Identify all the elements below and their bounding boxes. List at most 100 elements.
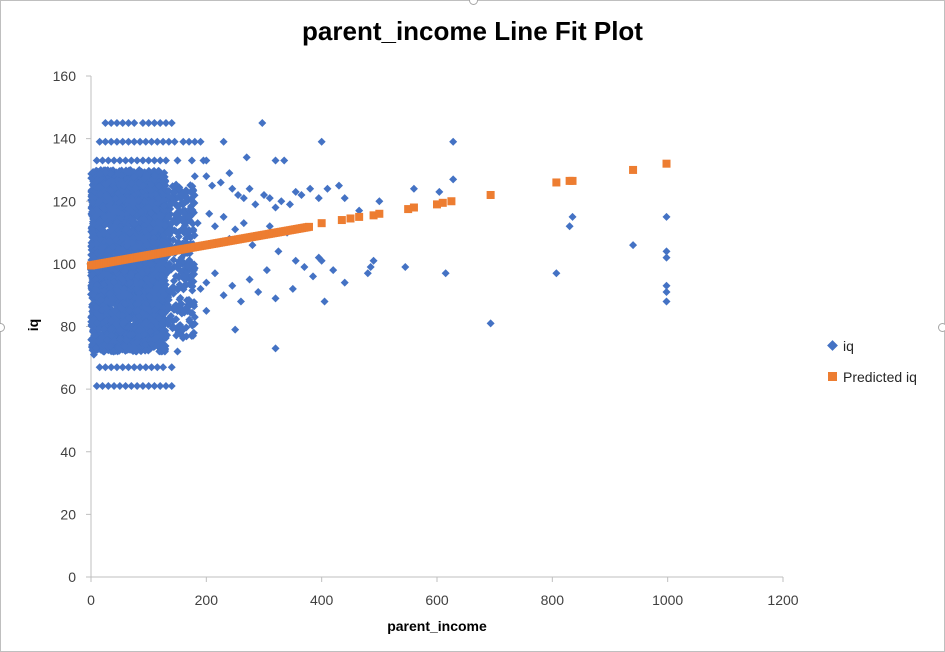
data-point-iq xyxy=(239,219,248,228)
y-tick-label: 120 xyxy=(53,193,77,209)
data-point-iq xyxy=(118,311,127,320)
series-predicted-iq xyxy=(87,159,671,270)
data-point-iq xyxy=(160,291,169,300)
data-point-iq xyxy=(136,137,145,146)
data-point-iq xyxy=(185,137,194,146)
data-point-predicted-iq xyxy=(337,216,346,225)
data-point-iq xyxy=(401,263,410,272)
data-point-iq xyxy=(154,301,163,310)
data-point-iq xyxy=(314,194,323,203)
data-point-iq xyxy=(149,219,158,228)
y-tick-label: 20 xyxy=(60,506,76,522)
data-point-iq xyxy=(150,306,159,315)
data-point-iq xyxy=(158,173,167,182)
data-point-iq xyxy=(180,221,189,230)
data-point-iq xyxy=(662,281,671,290)
data-point-iq xyxy=(101,118,110,127)
data-point-iq xyxy=(147,137,156,146)
data-point-iq xyxy=(144,203,153,212)
data-point-iq xyxy=(123,167,132,176)
data-point-iq xyxy=(112,118,121,127)
data-point-iq xyxy=(107,316,116,325)
data-point-iq xyxy=(87,227,96,236)
data-point-iq xyxy=(118,318,127,327)
y-tick-label: 0 xyxy=(68,569,76,585)
data-point-iq xyxy=(124,363,133,372)
data-point-iq xyxy=(104,381,113,390)
data-point-iq xyxy=(125,205,134,214)
data-point-iq xyxy=(89,350,98,359)
data-point-iq xyxy=(366,263,375,272)
resize-handle-top[interactable] xyxy=(469,0,478,5)
data-point-iq xyxy=(115,326,124,335)
data-point-iq xyxy=(128,239,137,248)
data-point-iq xyxy=(92,381,101,390)
y-tick-label: 140 xyxy=(53,131,77,147)
data-point-iq xyxy=(178,332,187,341)
y-tick-label: 160 xyxy=(53,68,77,84)
data-point-iq xyxy=(175,206,184,215)
data-point-iq xyxy=(100,324,109,333)
data-point-iq xyxy=(179,272,188,281)
data-point-iq xyxy=(116,335,125,344)
resize-handle-left[interactable] xyxy=(0,323,5,332)
data-point-iq xyxy=(92,176,101,185)
data-point-iq xyxy=(115,381,124,390)
data-point-iq xyxy=(164,314,173,323)
data-point-iq xyxy=(158,241,167,250)
data-point-iq xyxy=(132,347,141,356)
data-point-iq xyxy=(285,200,294,209)
data-point-iq xyxy=(306,184,315,193)
data-point-iq xyxy=(102,316,111,325)
data-point-predicted-iq xyxy=(304,222,313,231)
data-point-iq xyxy=(110,306,119,315)
data-point-iq xyxy=(173,156,182,165)
data-point-iq xyxy=(449,175,458,184)
data-point-iq xyxy=(190,302,199,311)
data-point-iq xyxy=(271,156,280,165)
data-point-iq xyxy=(153,137,162,146)
y-axis-title: iq xyxy=(25,319,41,331)
data-point-iq xyxy=(91,285,100,294)
data-point-iq xyxy=(106,212,115,221)
resize-handle-right[interactable] xyxy=(938,323,945,332)
data-point-iq xyxy=(135,326,144,335)
data-point-iq xyxy=(159,325,168,334)
data-point-iq xyxy=(175,185,184,194)
data-point-iq xyxy=(219,212,228,221)
data-point-iq xyxy=(167,381,176,390)
data-point-iq xyxy=(94,183,103,192)
data-point-iq xyxy=(130,315,139,324)
data-point-iq xyxy=(135,261,144,270)
data-point-iq xyxy=(486,319,495,328)
data-point-iq xyxy=(202,278,211,287)
data-point-iq xyxy=(144,118,153,127)
data-point-iq xyxy=(101,168,110,177)
data-point-iq xyxy=(146,327,155,336)
data-point-iq xyxy=(409,184,418,193)
data-point-iq xyxy=(340,194,349,203)
data-point-iq xyxy=(107,331,116,340)
data-point-iq xyxy=(96,169,105,178)
data-point-iq xyxy=(188,271,197,280)
data-point-iq xyxy=(186,233,195,242)
data-point-iq xyxy=(168,324,177,333)
data-point-iq xyxy=(125,306,134,315)
data-point-iq xyxy=(117,303,126,312)
data-point-predicted-iq xyxy=(568,176,577,185)
data-point-iq xyxy=(93,310,102,319)
data-point-iq xyxy=(202,172,211,181)
data-point-iq xyxy=(126,278,135,287)
data-point-iq xyxy=(245,275,254,284)
data-point-iq xyxy=(271,203,280,212)
data-point-iq xyxy=(110,222,119,231)
data-point-iq xyxy=(144,156,153,165)
data-point-iq xyxy=(190,137,199,146)
data-point-iq xyxy=(134,224,143,233)
data-point-iq xyxy=(156,381,165,390)
data-point-iq xyxy=(88,207,97,216)
data-point-iq xyxy=(98,381,107,390)
data-point-iq xyxy=(125,292,134,301)
data-point-iq xyxy=(136,208,145,217)
data-point-iq xyxy=(127,381,136,390)
